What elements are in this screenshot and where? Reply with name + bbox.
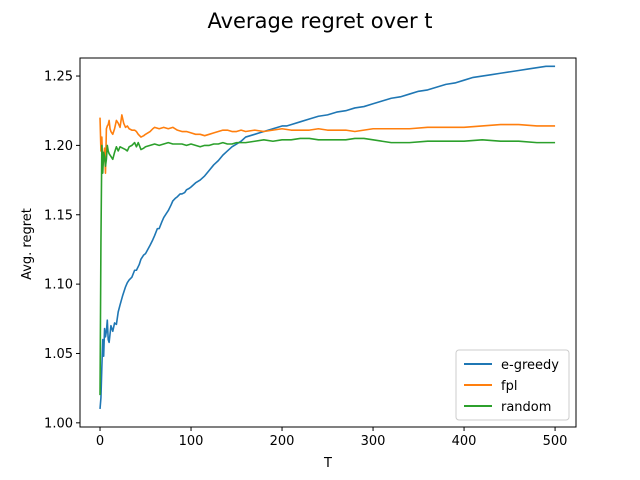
x-tick-label: 0 [96, 434, 104, 449]
x-tick-label: 500 [543, 434, 568, 449]
series-line-e-greedy [99, 65, 556, 410]
x-tick-label: 400 [452, 434, 477, 449]
legend-label-random: random [501, 400, 551, 415]
y-tick-label: 1.00 [44, 416, 73, 431]
series-line-fpl [99, 114, 556, 174]
y-tick-label: 1.25 [44, 70, 73, 85]
y-tick-label: 1.20 [44, 139, 73, 154]
y-tick-label: 1.05 [44, 347, 73, 362]
y-axis-label: Avg. regret [20, 208, 35, 280]
chart-title: Average regret over t [207, 9, 432, 33]
x-tick-label: 100 [179, 434, 204, 449]
x-axis-ticks: 0 100 200 300 400 500 [96, 427, 568, 449]
x-tick-label: 300 [361, 434, 386, 449]
legend-box [455, 349, 570, 421]
plot-frame [79, 57, 577, 428]
series-lines [99, 65, 556, 410]
y-axis-ticks: 1.00 1.05 1.10 1.15 1.20 1.25 [44, 70, 80, 431]
legend-label-fpl: fpl [501, 379, 517, 394]
y-tick-label: 1.15 [44, 208, 73, 223]
legend: e-greedy fpl random [455, 349, 570, 421]
series-line-random [99, 137, 556, 396]
plot-border [79, 57, 577, 428]
x-axis-label: T [323, 456, 332, 471]
x-tick-label: 200 [270, 434, 295, 449]
legend-label-e-greedy: e-greedy [501, 358, 559, 373]
y-tick-label: 1.10 [44, 278, 73, 293]
